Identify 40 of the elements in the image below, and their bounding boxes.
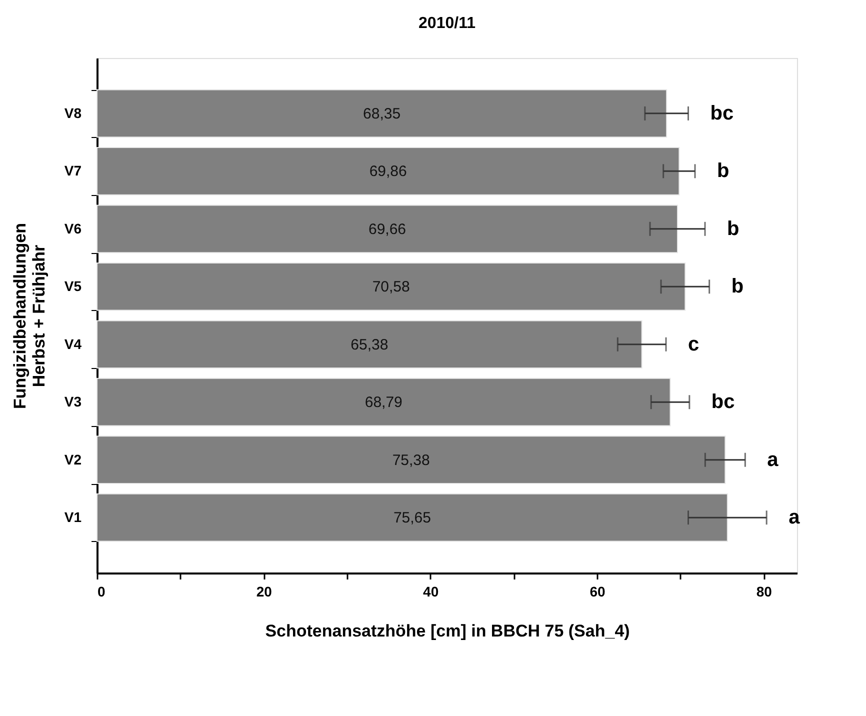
y-tick-label: V5	[64, 278, 82, 294]
annotation: b	[727, 218, 740, 240]
annotation: bc	[710, 102, 734, 124]
bar	[96, 378, 671, 426]
data-label: 70,58	[372, 278, 410, 296]
chart-title: 2010/11	[418, 15, 476, 32]
data-label: 69,86	[369, 163, 407, 180]
annotation: b	[731, 276, 744, 298]
x-tick-label: 40	[423, 584, 439, 600]
data-label: 68,79	[364, 394, 402, 412]
y-tick-label: V6	[64, 220, 82, 236]
data-label: 69,66	[368, 220, 406, 238]
x-tick-label: 0	[98, 584, 106, 600]
y-tick-label: V4	[64, 336, 82, 352]
y-tick-label: V1	[64, 509, 82, 526]
x-tick-label: 60	[590, 584, 606, 600]
data-label: 65,38	[350, 336, 388, 354]
annotation: a	[788, 506, 801, 529]
annotation: bc	[711, 391, 735, 414]
y-tick-label: V3	[64, 394, 82, 410]
annotation: b	[717, 160, 730, 182]
data-label: 75,38	[392, 452, 430, 469]
x-tick-label: 80	[756, 584, 772, 600]
y-axis-title: Fungizidbehandlungen Herbst + Frühjahr	[10, 222, 48, 410]
data-label: 75,65	[393, 510, 431, 527]
bar	[96, 320, 642, 369]
y-tick-label: V2	[64, 451, 82, 468]
x-tick-label: 20	[256, 584, 272, 600]
bar	[96, 146, 680, 196]
bar	[96, 89, 668, 138]
bar	[96, 493, 728, 542]
bar	[96, 436, 726, 484]
bar	[96, 204, 678, 254]
y-tick-label: V7	[64, 162, 82, 179]
y-tick-label: V8	[64, 104, 82, 121]
data-label: 68,35	[363, 105, 401, 122]
annotation: a	[767, 448, 780, 471]
annotation: c	[688, 333, 700, 356]
bar	[96, 262, 686, 311]
x-axis-title: Schotenansatzhöhe [cm] in BBCH 75 (Sah_4)	[265, 622, 630, 640]
